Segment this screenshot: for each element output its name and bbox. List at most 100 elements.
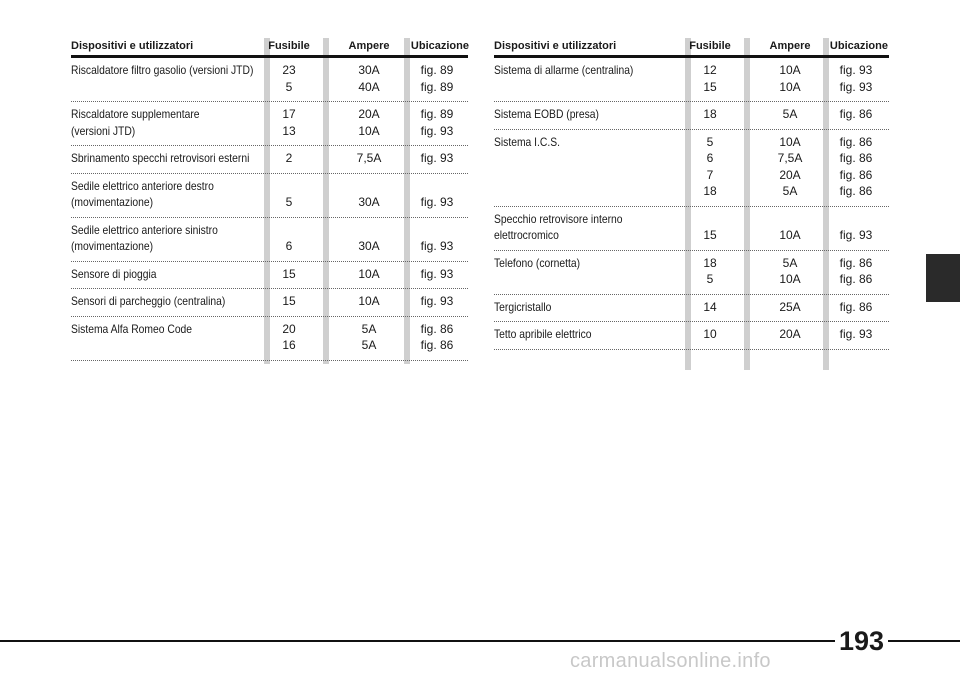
amperage-value: 7,5A bbox=[777, 151, 803, 165]
amperage-value: 10A bbox=[779, 134, 801, 149]
amperage-value: 5A bbox=[361, 338, 377, 352]
table-row: Telefono (cornetta) 18 5 5A 10A fig. 86 fig. 8… bbox=[494, 251, 889, 295]
device-name: Sistema Alfa Romeo Code bbox=[71, 321, 231, 338]
device-name: Specchio retrovisore interno elettrocromi… bbox=[494, 211, 654, 244]
amperage-value-cell: 25A bbox=[750, 299, 830, 316]
device-name: Sistema I.C.S. bbox=[494, 134, 654, 151]
location-ref: fig. 86 bbox=[839, 255, 873, 270]
fuse-value bbox=[684, 211, 736, 228]
table-row: Sistema EOBD (presa) 18 5A fig. 86 bbox=[494, 102, 889, 130]
device-name-line: (versioni JTD) bbox=[71, 123, 136, 138]
device-name-line: Sedile elettrico anteriore destro bbox=[71, 178, 214, 193]
amperage-value: 30A bbox=[358, 195, 380, 209]
amperage-value: 20A bbox=[779, 167, 801, 182]
location-ref: fig. 86 bbox=[839, 107, 873, 121]
fuse-value: 20 bbox=[282, 321, 296, 336]
amperage-value-cell: 5A bbox=[750, 106, 830, 123]
fuse-value: 10 bbox=[703, 327, 717, 341]
device-name: Sistema EOBD (presa) bbox=[494, 106, 654, 123]
fuse-value: 5 bbox=[285, 195, 293, 209]
device-name: Sbrinamento specchi retrovisori esterni bbox=[71, 150, 249, 167]
table-header: Dispositivi e utilizzatori Fusibile Ampere… bbox=[71, 38, 469, 58]
fuse-value bbox=[263, 222, 315, 239]
fuse-value: 5 bbox=[285, 79, 293, 94]
amperage-value: 20A bbox=[358, 107, 380, 121]
location-ref-cell: fig. 89 fig. 89 bbox=[409, 62, 465, 95]
amperage-value-cell: 30A bbox=[329, 178, 409, 211]
location-ref: fig. 86 bbox=[839, 299, 873, 314]
amperage-value bbox=[329, 178, 409, 195]
fuse-value: 13 bbox=[282, 123, 296, 138]
header-device: Dispositivi e utilizzatori bbox=[494, 40, 617, 52]
device-name: Sistema di allarme (centralina) bbox=[494, 62, 654, 79]
device-name: Riscaldatore supplementare (versioni JTD) bbox=[71, 106, 231, 139]
location-ref: fig. 93 bbox=[839, 63, 873, 77]
location-ref: fig. 86 bbox=[839, 151, 873, 165]
table-row: Sistema Alfa Romeo Code 20 16 5A 5A fig. 86 fi… bbox=[71, 317, 468, 361]
device-name-line: (movimentazione) bbox=[71, 195, 154, 209]
location-ref: fig. 86 bbox=[839, 134, 873, 149]
amperage-value: 10A bbox=[779, 272, 801, 286]
table-header: Dispositivi e utilizzatori Fusibile Ampere… bbox=[494, 38, 889, 58]
fuse-value-cell: 5 bbox=[263, 178, 315, 211]
location-ref: fig. 93 bbox=[420, 151, 454, 165]
location-ref: fig. 86 bbox=[839, 272, 873, 286]
location-ref: fig. 89 bbox=[420, 107, 454, 121]
location-ref-cell: fig. 86 fig. 86 bbox=[828, 255, 884, 288]
fuse-value: 5 bbox=[706, 272, 714, 286]
device-name-line: Specchio retrovisore interno bbox=[494, 211, 623, 226]
amperage-value-cell: 20A 10A bbox=[329, 106, 409, 139]
device-name-line: Sistema Alfa Romeo Code bbox=[71, 321, 193, 336]
amperage-value: 5A bbox=[782, 184, 798, 198]
amperage-value: 10A bbox=[779, 228, 801, 242]
device-name: Sensore di pioggia bbox=[71, 266, 231, 283]
amperage-value: 5A bbox=[782, 255, 798, 270]
location-ref: fig. 89 bbox=[420, 79, 454, 94]
fuse-value: 6 bbox=[285, 239, 293, 253]
amperage-value-cell: 5A 5A bbox=[329, 321, 409, 354]
location-ref-cell: fig. 93 bbox=[828, 211, 884, 244]
location-ref: fig. 86 bbox=[839, 167, 873, 182]
location-ref-cell: fig. 93 bbox=[828, 326, 884, 343]
fuse-value: 5 bbox=[706, 134, 714, 149]
location-ref-cell: fig. 93 bbox=[409, 293, 465, 310]
location-ref-cell: fig. 93 bbox=[409, 178, 465, 211]
fuse-table-left: Dispositivi e utilizzatori Fusibile Ampere… bbox=[71, 38, 469, 364]
column-separator bbox=[685, 38, 691, 370]
fuse-value-cell: 12 15 bbox=[684, 62, 736, 95]
column-separator bbox=[823, 38, 829, 370]
table-row: Sensore di pioggia 15 10A fig. 93 bbox=[71, 262, 468, 289]
location-ref bbox=[409, 178, 465, 195]
device-name-line: elettrocromico bbox=[494, 228, 559, 242]
amperage-value bbox=[750, 211, 830, 228]
amperage-value-cell: 10A bbox=[329, 293, 409, 310]
location-ref-cell: fig. 89 fig. 93 bbox=[409, 106, 465, 139]
location-ref: fig. 93 bbox=[420, 294, 454, 308]
fuse-value-cell: 20 16 bbox=[263, 321, 315, 354]
table-row: Sbrinamento specchi retrovisori esterni 2… bbox=[71, 146, 468, 174]
location-ref: fig. 93 bbox=[420, 195, 454, 209]
column-separator bbox=[323, 38, 329, 364]
header-location: Ubicazione bbox=[410, 40, 469, 52]
device-name: Tergicristallo bbox=[494, 299, 654, 316]
location-ref: fig. 89 bbox=[420, 63, 454, 77]
device-name-line: Sensori di parcheggio (centralina) bbox=[71, 294, 226, 308]
device-name: Riscaldatore filtro gasolio (versioni JT… bbox=[71, 62, 253, 79]
location-ref-cell: fig. 93 fig. 93 bbox=[828, 62, 884, 95]
amperage-value: 5A bbox=[782, 107, 798, 121]
footer-rule bbox=[0, 640, 960, 642]
amperage-value-cell: 30A 40A bbox=[329, 62, 409, 95]
table-row: Sensori di parcheggio (centralina) 15 10A f… bbox=[71, 289, 468, 317]
location-ref-cell: fig. 86 fig. 86 bbox=[409, 321, 465, 354]
location-ref: fig. 86 bbox=[839, 184, 873, 198]
fuse-value: 18 bbox=[703, 107, 717, 121]
table-row: Sedile elettrico anteriore sinistro (movi… bbox=[71, 218, 468, 262]
amperage-value-cell: 7,5A bbox=[329, 150, 409, 167]
location-ref: fig. 93 bbox=[420, 266, 454, 281]
table-row: Tergicristallo 14 25A fig. 86 bbox=[494, 295, 889, 322]
device-name-line: (movimentazione) bbox=[71, 239, 154, 253]
column-separator bbox=[744, 38, 750, 370]
amperage-value: 5A bbox=[361, 321, 377, 336]
device-name-line: Sistema I.C.S. bbox=[494, 134, 560, 149]
amperage-value: 10A bbox=[779, 79, 801, 94]
